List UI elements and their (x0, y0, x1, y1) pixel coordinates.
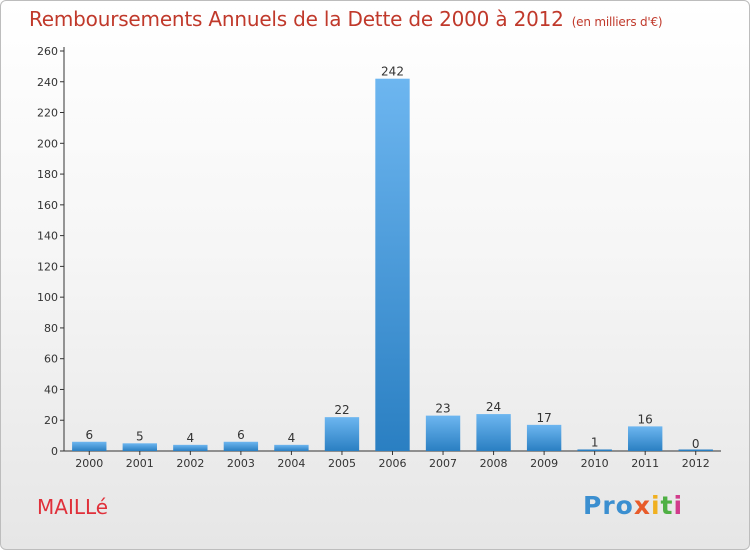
logo-part-3: i (650, 491, 661, 520)
x-tick-label: 2008 (480, 457, 508, 470)
bar-baseline (678, 449, 713, 451)
commune-name: MAILLé (37, 495, 109, 519)
chart-axes: 0204060801001201401601802002202402602000… (37, 45, 721, 470)
data-label: 0 (692, 437, 700, 451)
data-label: 24 (486, 400, 501, 414)
chart-title: Remboursements Annuels de la Dette de 20… (29, 7, 663, 31)
data-label: 242 (381, 65, 404, 79)
x-tick-label: 2000 (75, 457, 103, 470)
data-label: 4 (187, 431, 195, 445)
y-tick-label: 220 (37, 107, 58, 120)
y-tick-label: 260 (37, 45, 58, 58)
y-tick-label: 100 (37, 291, 58, 304)
bar (324, 417, 360, 451)
bar (628, 426, 663, 451)
x-tick-label: 2009 (530, 457, 558, 470)
y-tick-label: 140 (37, 230, 58, 243)
y-tick-label: 240 (37, 76, 58, 89)
data-label: 22 (334, 403, 349, 417)
chart-bars (72, 78, 713, 451)
data-label: 6 (237, 428, 245, 442)
x-tick-label: 2010 (581, 457, 609, 470)
x-tick-label: 2005 (328, 457, 356, 470)
bar (173, 444, 208, 451)
x-tick-label: 2006 (379, 457, 407, 470)
y-tick-label: 120 (37, 260, 58, 273)
proxiti-logo: Proxiti (583, 491, 683, 520)
y-tick-label: 60 (44, 353, 58, 366)
logo-part-1: Pro (583, 491, 634, 520)
y-tick-label: 20 (44, 414, 58, 427)
logo-part-2: x (633, 491, 651, 520)
x-tick-label: 2002 (176, 457, 204, 470)
data-label: 6 (85, 428, 93, 442)
data-label: 16 (638, 412, 653, 426)
bar (122, 443, 157, 451)
bar-baseline (577, 449, 612, 451)
y-tick-label: 40 (44, 383, 58, 396)
chart-unit: (en milliers d'€) (571, 15, 663, 29)
y-tick-label: 0 (51, 445, 58, 458)
x-tick-label: 2001 (126, 457, 154, 470)
chart-title-text: Remboursements Annuels de la Dette de 20… (29, 7, 564, 31)
bar (476, 414, 511, 451)
chart-data-labels: 6 5 4 6 4 22 242 23 24 17 1 16 0 (85, 65, 699, 451)
data-label: 4 (288, 431, 296, 445)
data-label: 17 (536, 411, 551, 425)
bar (375, 78, 410, 451)
bar (274, 444, 309, 451)
x-tick-label: 2007 (429, 457, 457, 470)
x-tick-label: 2003 (227, 457, 255, 470)
y-tick-label: 160 (37, 199, 58, 212)
x-tick-label: 2012 (682, 457, 710, 470)
y-tick-label: 80 (44, 322, 58, 335)
logo-part-5: i (673, 491, 684, 520)
y-tick-label: 180 (37, 168, 58, 181)
data-label: 1 (591, 435, 599, 449)
bar (526, 424, 562, 451)
data-label: 5 (136, 429, 144, 443)
data-label: 23 (435, 402, 450, 416)
bar (425, 415, 461, 451)
bar (223, 441, 259, 451)
y-tick-label: 200 (37, 137, 58, 150)
logo-part-4: t (660, 491, 674, 520)
x-tick-label: 2004 (277, 457, 305, 470)
x-tick-label: 2011 (631, 457, 659, 470)
bar (72, 441, 107, 451)
